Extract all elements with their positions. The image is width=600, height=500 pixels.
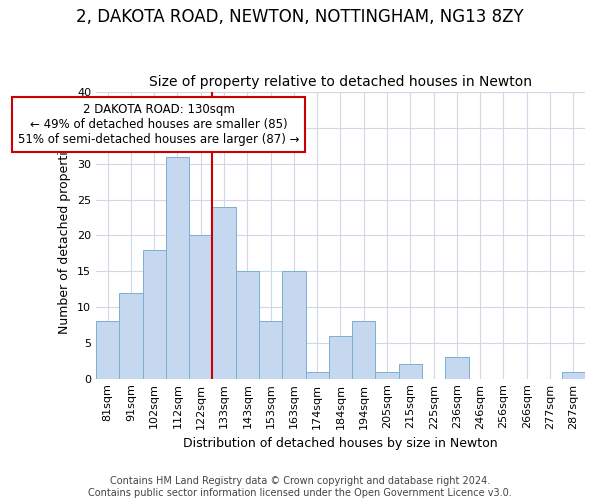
Bar xyxy=(259,322,282,378)
Bar xyxy=(119,292,143,378)
X-axis label: Distribution of detached houses by size in Newton: Distribution of detached houses by size … xyxy=(183,437,498,450)
Bar xyxy=(143,250,166,378)
Bar xyxy=(189,236,212,378)
Y-axis label: Number of detached properties: Number of detached properties xyxy=(58,137,71,334)
Bar xyxy=(282,271,305,378)
Bar xyxy=(166,156,189,378)
Bar xyxy=(376,372,399,378)
Text: 2, DAKOTA ROAD, NEWTON, NOTTINGHAM, NG13 8ZY: 2, DAKOTA ROAD, NEWTON, NOTTINGHAM, NG13… xyxy=(76,8,524,26)
Bar xyxy=(305,372,329,378)
Text: Contains HM Land Registry data © Crown copyright and database right 2024.
Contai: Contains HM Land Registry data © Crown c… xyxy=(88,476,512,498)
Bar xyxy=(352,322,376,378)
Bar xyxy=(399,364,422,378)
Bar xyxy=(329,336,352,378)
Title: Size of property relative to detached houses in Newton: Size of property relative to detached ho… xyxy=(149,76,532,90)
Bar xyxy=(236,271,259,378)
Bar xyxy=(445,357,469,378)
Bar xyxy=(212,206,236,378)
Text: 2 DAKOTA ROAD: 130sqm
← 49% of detached houses are smaller (85)
51% of semi-deta: 2 DAKOTA ROAD: 130sqm ← 49% of detached … xyxy=(18,103,299,146)
Bar xyxy=(96,322,119,378)
Bar xyxy=(562,372,585,378)
